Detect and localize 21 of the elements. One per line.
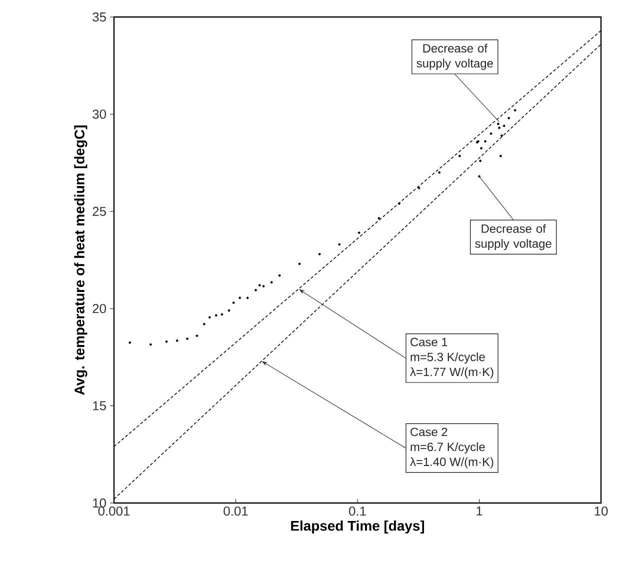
y-tick-label: 30 bbox=[92, 110, 106, 119]
annotation: Case 2 bbox=[410, 428, 448, 436]
y-tick-label: 15 bbox=[93, 401, 106, 410]
annotation: m=6.7 K/cycle bbox=[410, 442, 485, 454]
annotation: λ=1.40 W/(m·K) bbox=[410, 457, 494, 468]
annotation: m=5.3 K/cycle bbox=[410, 352, 485, 364]
x-tick-label: 0.01 bbox=[224, 506, 248, 516]
x-tick-label: 1 bbox=[476, 506, 482, 516]
y-tick-label: 25 bbox=[92, 206, 106, 216]
x-tick-label: 0.1 bbox=[349, 506, 366, 516]
annotation: Case 1 bbox=[410, 338, 448, 346]
y-tick-label: 10 bbox=[93, 498, 106, 508]
annotation: Decrease of supply voltage bbox=[416, 44, 493, 70]
y-axis-title: Avg. temperature of heat medium [degC] bbox=[74, 126, 88, 395]
annotation: Decrease of supply voltage bbox=[475, 224, 552, 250]
y-tick-label: 20 bbox=[92, 304, 106, 314]
x-tick-label: 0.001 bbox=[98, 506, 130, 516]
x-tick-label: 10 bbox=[594, 506, 608, 516]
x-axis-title: Elapsed Time [days] bbox=[291, 520, 424, 534]
annotation: λ=1.77 W/(m·K) bbox=[410, 367, 494, 379]
y-tick-label: 35 bbox=[92, 12, 106, 22]
